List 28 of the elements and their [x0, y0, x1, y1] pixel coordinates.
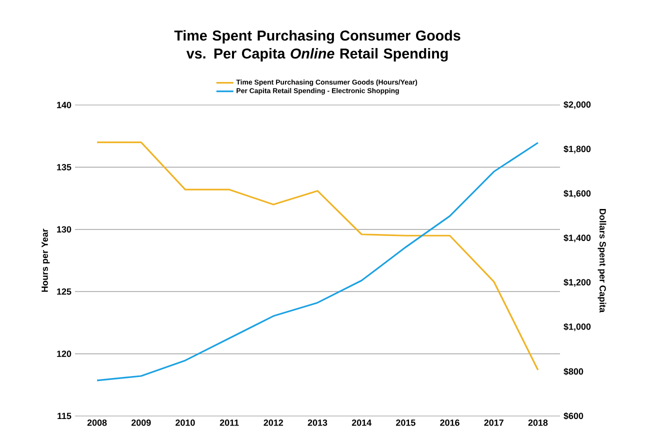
- y2-tick-label: $1,400: [564, 234, 591, 242]
- chart-title: Time Spent Purchasing Consumer Goods vs. Per Capita Online Retail Spending: [174, 30, 460, 62]
- y-tick-label: 130: [57, 226, 72, 233]
- y-tick-label: 125: [57, 288, 72, 295]
- x-tick-label: 2018: [528, 420, 548, 426]
- y-axis-title: Hours per Year: [42, 228, 50, 292]
- y-tick-label: 135: [57, 164, 72, 170]
- y2-tick-label: $1,200: [564, 278, 591, 287]
- x-tick-label: 2011: [220, 420, 239, 426]
- y2-tick-label: $1,600: [564, 190, 591, 198]
- x-tick-label: 2013: [308, 420, 328, 426]
- x-tick-label: 2010: [176, 420, 195, 426]
- y2-tick-label: $1,000: [564, 323, 591, 332]
- x-tick-label: 2009: [131, 420, 151, 426]
- y2-tick-label: $1,800: [564, 145, 591, 154]
- x-tick-label: 2014: [352, 420, 372, 426]
- y-tick-label: 120: [57, 350, 72, 357]
- y2-axis-title: Dollars Spent per Capita: [598, 209, 606, 313]
- y2-tick-label: $600: [564, 412, 584, 420]
- x-tick-label: 2015: [396, 420, 416, 426]
- x-tick-label: 2016: [440, 420, 460, 426]
- x-tick-label: 2012: [264, 420, 284, 426]
- y2-tick-label: $2,000: [564, 100, 591, 110]
- y-tick-label: 115: [58, 412, 72, 420]
- y-tick-label: 140: [57, 102, 72, 108]
- x-tick-label: 2017: [484, 420, 504, 426]
- y2-tick-label: $800: [564, 368, 584, 376]
- x-tick-label: 2008: [87, 420, 107, 426]
